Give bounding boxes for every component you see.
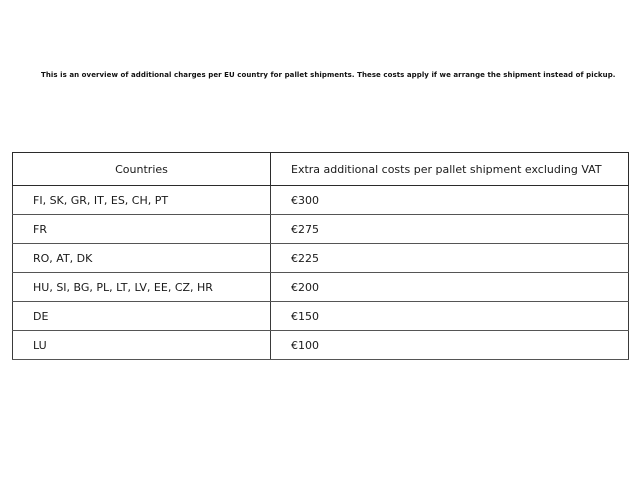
table-row: FI, SK, GR, IT, ES, CH, PT €300 [12,185,629,215]
cell-costs: €200 [270,272,629,302]
cell-costs: €275 [270,214,629,244]
cell-costs: €225 [270,243,629,273]
cell-countries: HU, SI, BG, PL, LT, LV, EE, CZ, HR [12,272,271,302]
cell-countries: DE [12,301,271,331]
cell-countries: LU [12,330,271,360]
cell-countries: FR [12,214,271,244]
table-row: RO, AT, DK €225 [12,243,629,273]
cell-costs: €300 [270,185,629,215]
column-header-costs: Extra additional costs per pallet shipme… [270,152,629,186]
table-body: FI, SK, GR, IT, ES, CH, PT €300 FR €275 … [12,185,629,360]
table-row: DE €150 [12,301,629,331]
table-row: FR €275 [12,214,629,244]
column-header-countries: Countries [12,152,271,186]
table-header-row: Countries Extra additional costs per pal… [12,152,629,186]
table-row: HU, SI, BG, PL, LT, LV, EE, CZ, HR €200 [12,272,629,302]
table-row: LU €100 [12,330,629,360]
intro-note: This is an overview of additional charge… [41,71,616,79]
cell-countries: FI, SK, GR, IT, ES, CH, PT [12,185,271,215]
charges-table: Countries Extra additional costs per pal… [12,152,629,360]
cell-costs: €150 [270,301,629,331]
cell-costs: €100 [270,330,629,360]
cell-countries: RO, AT, DK [12,243,271,273]
table-header: Countries Extra additional costs per pal… [12,152,629,186]
